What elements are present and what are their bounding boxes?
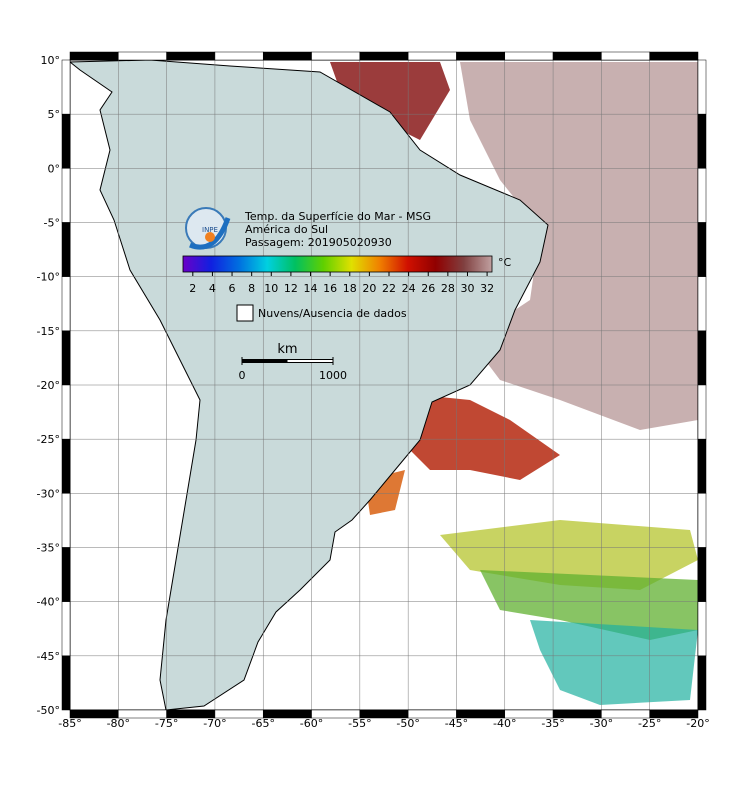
colorbar-tick-label: 16	[323, 282, 337, 295]
lon-tick-label: -35°	[541, 717, 564, 730]
title-line: Passagem: 201905020930	[245, 236, 392, 249]
frame-segment	[214, 51, 264, 61]
lon-tick-label: -60°	[300, 717, 323, 730]
colorbar-tick-label: 8	[248, 282, 255, 295]
colorbar-unit: °C	[498, 256, 512, 269]
lon-tick-label: -80°	[107, 717, 130, 730]
frame-segment	[697, 113, 707, 169]
colorbar-tick-label: 24	[402, 282, 416, 295]
frame-segment	[456, 51, 506, 61]
colorbar-tick-label: 18	[343, 282, 357, 295]
frame-segment	[359, 51, 409, 61]
frame-segment	[61, 59, 71, 115]
colorbar-bar	[182, 255, 493, 273]
frame-segment	[61, 493, 71, 548]
colorbar-tick-label: 4	[209, 282, 216, 295]
frame-segment	[61, 547, 71, 602]
lon-tick-label: -25°	[638, 717, 661, 730]
lat-tick-label: -50°	[37, 704, 60, 717]
lat-tick-label: 10°	[41, 54, 61, 67]
lon-tick-label: -20°	[686, 717, 709, 730]
frame-segment	[407, 51, 457, 61]
lat-tick-label: -45°	[37, 650, 60, 663]
lat-tick-label: -30°	[37, 487, 60, 500]
frame-segment	[61, 330, 71, 386]
frame-segment	[697, 547, 707, 602]
lat-tick-label: -5°	[44, 217, 60, 230]
frame-segment	[118, 51, 167, 61]
frame-segment	[697, 384, 707, 440]
frame-border	[61, 51, 707, 719]
colorbar-tick-label: 6	[229, 282, 236, 295]
colorbar-tick-label: 20	[362, 282, 376, 295]
scale-tick-label: 0	[239, 369, 246, 382]
frame-segment	[69, 51, 119, 61]
frame-segment	[601, 51, 650, 61]
frame-segment	[697, 222, 707, 277]
colorbar-tick-label: 2	[189, 282, 196, 295]
frame-segment	[61, 168, 71, 223]
lat-tick-label: -40°	[37, 596, 60, 609]
lon-tick-label: -85°	[58, 717, 81, 730]
frame-segment	[61, 438, 71, 494]
frame-segment	[61, 222, 71, 277]
colorbar-tick-label: 28	[441, 282, 455, 295]
frame-segment	[166, 51, 216, 61]
lat-tick-label: -20°	[37, 379, 60, 392]
frame-segment	[649, 709, 699, 719]
lon-tick-label: -65°	[251, 717, 274, 730]
frame-segment	[61, 113, 71, 169]
lat-tick-label: -10°	[37, 271, 60, 284]
title-line: América do Sul	[245, 223, 328, 236]
lat-tick-label: 0°	[48, 162, 61, 175]
legend-swatch	[236, 304, 254, 322]
lat-tick-label: -15°	[37, 325, 60, 338]
scale-tick-label: 1000	[319, 369, 347, 382]
frame-segment	[697, 330, 707, 386]
colorbar-tick-label: 26	[421, 282, 435, 295]
frame-segment	[697, 493, 707, 548]
lat-tick-label: -25°	[37, 433, 60, 446]
frame-segment	[552, 51, 602, 61]
frame-segment	[697, 59, 707, 115]
frame-segment	[61, 655, 71, 711]
lon-tick-label: -40°	[493, 717, 516, 730]
frame-segment	[697, 601, 707, 657]
colorbar: 2 4 6 8 10 12 14 16 18 20 22 24 26 28 30 32°C	[182, 255, 512, 295]
sst-patches	[330, 62, 698, 705]
scale-bar-half	[287, 360, 333, 362]
frame-segment	[61, 601, 71, 657]
scale-unit: km	[277, 342, 297, 357]
frame-segment	[311, 51, 361, 61]
colorbar-tick-label: 22	[382, 282, 396, 295]
lon-tick-label: -75°	[155, 717, 178, 730]
frame-segment	[649, 51, 699, 61]
colorbar-tick-label: 10	[264, 282, 278, 295]
frame-segment	[262, 51, 312, 61]
frame-segment	[697, 168, 707, 223]
frame-segment	[61, 276, 71, 332]
scale-bar: km 0 1000	[239, 342, 348, 382]
colorbar-tick-label: 12	[284, 282, 298, 295]
colorbar-tick-label: 30	[460, 282, 474, 295]
colorbar-tick-label: 14	[304, 282, 318, 295]
frame-segment	[697, 438, 707, 494]
legend-label: Nuvens/Ausencia de dados	[258, 307, 407, 320]
lon-tick-label: -45°	[445, 717, 468, 730]
lon-tick-label: -30°	[590, 717, 613, 730]
logo: INPE	[185, 207, 231, 250]
frame-segment	[61, 384, 71, 440]
lon-tick-label: -70°	[203, 717, 226, 730]
lat-tick-label: 5°	[48, 108, 61, 121]
title-line: Temp. da Superfície do Mar - MSG	[244, 210, 431, 223]
lat-tick-label: -35°	[37, 542, 60, 555]
logo-text: INPE	[202, 226, 218, 234]
frame-segment	[697, 276, 707, 332]
lon-tick-label: -55°	[348, 717, 371, 730]
lon-tick-label: -50°	[396, 717, 419, 730]
colorbar-tick-label: 32	[480, 282, 494, 295]
frame-segment	[697, 655, 707, 711]
frame-segment	[504, 51, 554, 61]
